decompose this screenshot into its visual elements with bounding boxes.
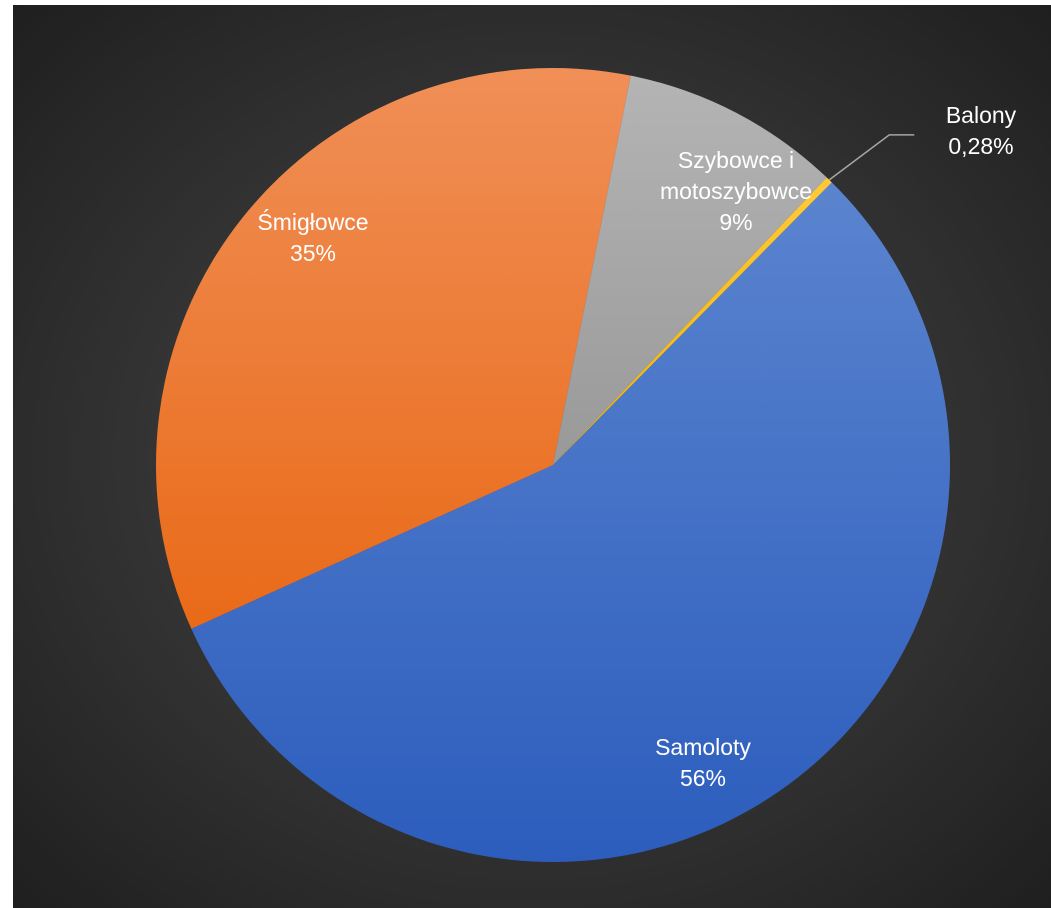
slice-label-4: Balony 0,28% — [946, 102, 1017, 159]
slice-label-3: Szybowce i motoszybowce 9% — [660, 147, 812, 235]
slice-label-line: motoszybowce — [660, 178, 812, 204]
slice-label-2: Śmigłowce 35% — [257, 208, 368, 266]
slice-label-line: 56% — [680, 765, 726, 791]
slice-label-line: 9% — [719, 209, 752, 235]
pie-slices — [156, 68, 950, 863]
pie-chart: Samoloty 56% Śmigłowce 35% Szybowce i motoszy… — [13, 5, 1051, 908]
slice-label-line: Balony — [946, 102, 1017, 128]
slice-label-line: Śmigłowce — [257, 208, 368, 235]
pie-slice-3 — [553, 75, 827, 465]
slice-label-line: 35% — [290, 240, 336, 266]
leader-lines — [828, 134, 915, 181]
pie-slice-4 — [553, 177, 832, 465]
slice-labels: Samoloty 56% Śmigłowce 35% Szybowce i motoszy… — [257, 102, 1016, 791]
pie-slice-2 — [156, 68, 631, 629]
slice-label-line: 0,28% — [948, 133, 1013, 159]
chart-frame: Samoloty 56% Śmigłowce 35% Szybowce i motoszy… — [13, 5, 1051, 908]
slice-label-line: Samoloty — [655, 734, 751, 760]
slice-label-1: Samoloty 56% — [655, 734, 751, 791]
slice-label-line: Szybowce i — [678, 147, 794, 173]
leader-line — [828, 134, 915, 181]
pie-slice-1 — [191, 182, 950, 863]
